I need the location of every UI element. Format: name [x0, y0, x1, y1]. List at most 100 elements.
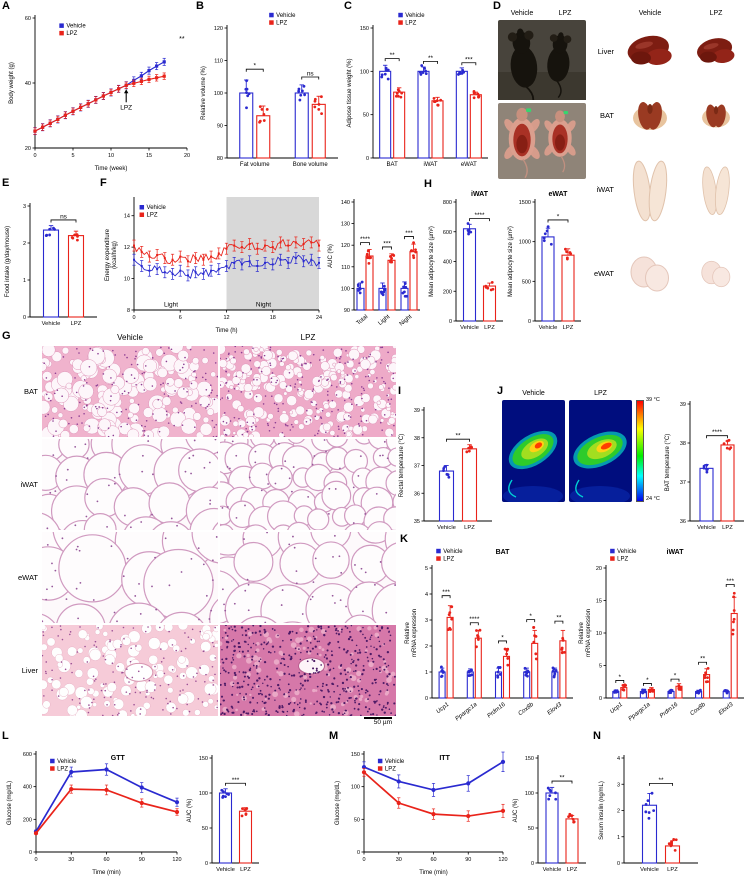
- panel-m-label: M: [329, 730, 339, 742]
- energy-expenditure-chart: 8 10 12 14 0 6 12 18 24 Time (h) Energy expenditur…: [104, 188, 325, 334]
- svg-text:mRNA expression: mRNA expression: [586, 609, 592, 657]
- svg-text:***: ***: [442, 589, 450, 596]
- svg-text:38: 38: [414, 436, 420, 442]
- svg-text:Ppargc1a: Ppargc1a: [455, 701, 479, 722]
- svg-text:**: **: [658, 777, 664, 784]
- svg-text:38: 38: [680, 441, 686, 447]
- svg-text:0: 0: [29, 850, 32, 856]
- svg-text:20: 20: [25, 146, 31, 152]
- histology-iwat-lpz: [220, 439, 396, 530]
- svg-text:1: 1: [617, 835, 620, 841]
- chart-svg: 0 5 10 15 20 Relative mRNA expression iWAT Ucp1 P…: [579, 548, 744, 722]
- histology-liver-vehicle: [42, 625, 218, 716]
- svg-text:**: **: [556, 615, 562, 622]
- svg-text:***: ***: [383, 240, 391, 247]
- thermal-scale-max: 39 °C: [646, 397, 660, 403]
- svg-text:LPZ: LPZ: [617, 557, 628, 563]
- svg-text:0: 0: [205, 861, 208, 867]
- histology-ewat-lpz: [220, 532, 396, 623]
- thermal-scale-min: 24 °C: [646, 496, 660, 502]
- panel-n-label: N: [593, 730, 601, 742]
- svg-text:Vehicle: Vehicle: [697, 525, 716, 531]
- svg-text:5: 5: [71, 153, 74, 159]
- histology-ewat-vehicle: [42, 532, 218, 623]
- svg-text:50: 50: [363, 113, 369, 119]
- svg-text:30: 30: [396, 857, 402, 863]
- svg-text:0: 0: [357, 850, 360, 856]
- svg-text:39: 39: [414, 408, 420, 414]
- histology-row-label-liver: Liver: [21, 666, 38, 675]
- svg-text:***: ***: [465, 56, 473, 63]
- chart-svg: 20 40 60 0 5 10 15 20 Time (week) Body weight (g)…: [9, 15, 190, 172]
- svg-text:60: 60: [103, 857, 109, 863]
- organ-row-label-bat: BAT: [599, 111, 614, 120]
- chart-svg: 0 1 2 3 Food intake (g/day/mouse) Vehicle LPZ n…: [5, 203, 97, 327]
- svg-text:15: 15: [146, 153, 152, 159]
- svg-text:Vehicle: Vehicle: [276, 13, 296, 19]
- svg-text:**: **: [700, 656, 706, 663]
- svg-text:****: ****: [469, 616, 480, 623]
- svg-text:iWAT: iWAT: [471, 191, 489, 198]
- svg-text:Vehicle: Vehicle: [216, 867, 235, 873]
- chart-svg: 36 37 38 39 BAT temperature (°C) Vehicle LPZ **…: [665, 401, 744, 531]
- histology-bat-vehicle: [42, 346, 218, 437]
- svg-text:Adipose tissue weight (%): Adipose tissue weight (%): [347, 58, 353, 127]
- svg-text:2: 2: [425, 644, 428, 650]
- svg-text:ns: ns: [307, 71, 315, 78]
- svg-text:Elovl3: Elovl3: [718, 701, 735, 716]
- svg-text:Vehicle: Vehicle: [617, 549, 637, 555]
- svg-text:Vehicle: Vehicle: [539, 325, 558, 331]
- svg-text:BAT: BAT: [496, 549, 511, 556]
- svg-text:AUC (%): AUC (%): [187, 799, 193, 823]
- svg-text:Ucp1: Ucp1: [436, 702, 451, 715]
- svg-text:150: 150: [351, 752, 360, 758]
- svg-text:Rectal temperature (°C): Rectal temperature (°C): [399, 434, 405, 497]
- liver-photo-vehicle: [618, 20, 682, 84]
- svg-text:*: *: [674, 673, 677, 680]
- svg-text:30: 30: [68, 857, 74, 863]
- svg-text:1: 1: [23, 278, 26, 284]
- svg-text:*: *: [557, 213, 560, 220]
- svg-text:0: 0: [531, 861, 534, 867]
- svg-text:Vehicle: Vehicle: [42, 321, 61, 327]
- svg-text:LPZ: LPZ: [240, 867, 251, 873]
- svg-text:LPZ: LPZ: [57, 766, 68, 772]
- itt-auc-chart: 0 50 100 150 AUC (%) Vehicle LPZ **: [512, 742, 590, 876]
- svg-text:*: *: [501, 634, 504, 641]
- svg-text:*: *: [253, 63, 256, 70]
- histology-liver-lpz: [220, 625, 396, 716]
- relative-volume-chart: 80 90 100 110 120 Relative volume (%) Fat volu…: [200, 8, 342, 172]
- svg-text:Vehicle: Vehicle: [385, 759, 405, 765]
- svg-text:Vehicle: Vehicle: [460, 325, 479, 331]
- svg-text:36: 36: [414, 491, 420, 497]
- svg-text:10: 10: [124, 277, 130, 283]
- chart-svg: 0 50 100 150 Adipose tissue weight (%) BAT iWA…: [347, 12, 488, 168]
- svg-text:120: 120: [172, 857, 181, 863]
- svg-text:Fat volume: Fat volume: [240, 162, 270, 168]
- svg-text:100: 100: [360, 69, 369, 75]
- svg-text:mRNA expression: mRNA expression: [412, 609, 418, 657]
- svg-text:50: 50: [528, 826, 534, 832]
- svg-text:Night: Night: [256, 302, 271, 309]
- iwat-photo-vehicle: [618, 148, 682, 232]
- mice-lpz-header: LPZ: [558, 10, 572, 17]
- svg-text:90: 90: [344, 308, 350, 314]
- organ-lpz-header: LPZ: [709, 10, 723, 17]
- svg-text:Serum insulin (ng/mL): Serum insulin (ng/mL): [599, 781, 605, 840]
- svg-text:Prdm16: Prdm16: [659, 701, 680, 719]
- svg-text:*: *: [619, 674, 622, 681]
- chart-svg: 90 100 110 120 130 140 AUC (%) Total Light Night *…: [328, 199, 420, 328]
- svg-text:Vehicle: Vehicle: [405, 13, 425, 19]
- svg-text:Prdm16: Prdm16: [486, 701, 507, 719]
- svg-text:39: 39: [680, 402, 686, 408]
- histology-row-label-bat: BAT: [23, 387, 38, 396]
- svg-text:36: 36: [680, 519, 686, 525]
- svg-text:120: 120: [214, 26, 223, 32]
- svg-text:*: *: [646, 677, 649, 684]
- svg-text:100: 100: [525, 791, 534, 797]
- svg-text:110: 110: [341, 265, 350, 271]
- svg-text:130: 130: [341, 222, 350, 228]
- svg-text:LPZ: LPZ: [722, 525, 733, 531]
- scale-bar-line: [364, 717, 392, 720]
